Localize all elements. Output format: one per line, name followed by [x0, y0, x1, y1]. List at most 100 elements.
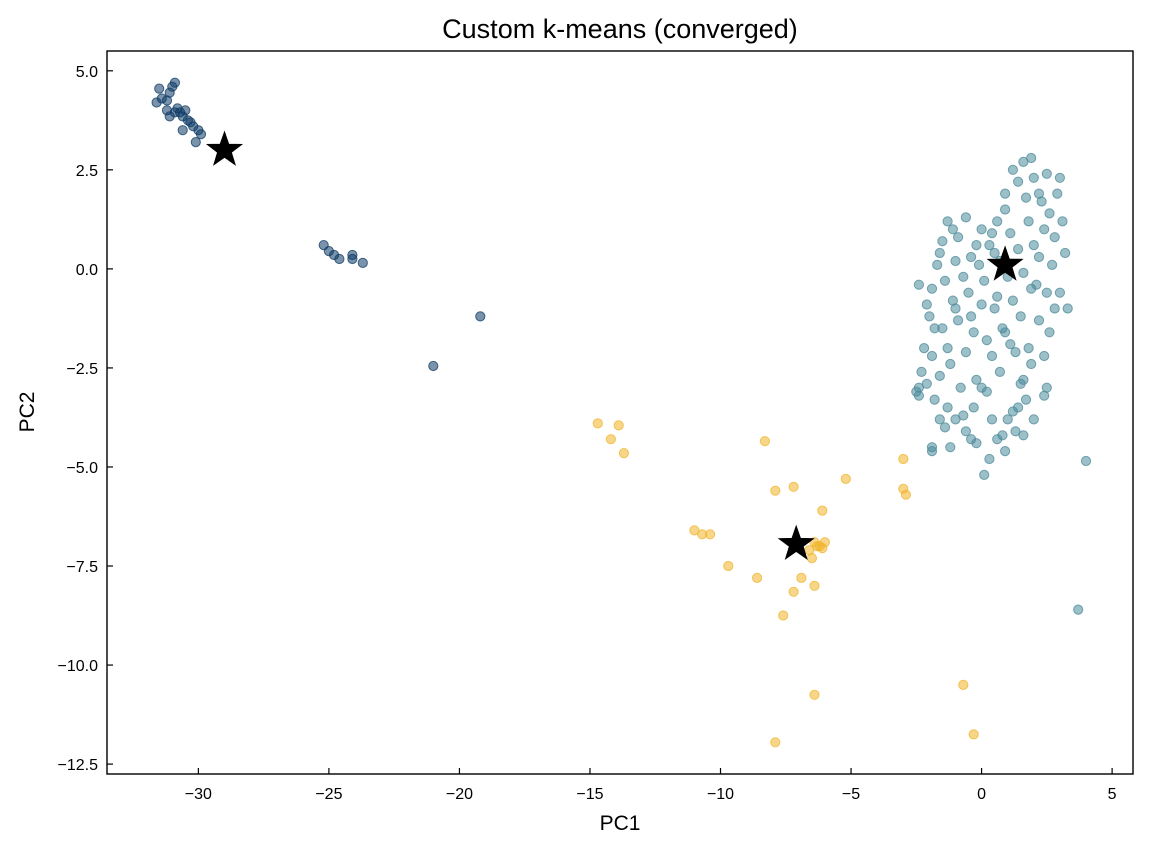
cluster-2-point — [911, 386, 922, 397]
cluster-2-point — [984, 240, 995, 251]
cluster-2-point — [934, 414, 945, 425]
y-axis: 5.0 2.5 0.0 −2.5 −5.0 −7.5 −10.0 −12.5 — [58, 64, 113, 774]
cluster-2-point — [942, 216, 953, 227]
cluster-1-point — [357, 257, 368, 268]
cluster-2-point — [1007, 406, 1019, 417]
cluster-2-point — [929, 394, 940, 405]
y-tick-label: −7.5 — [66, 559, 98, 576]
cluster-2-point — [1073, 604, 1084, 615]
cluster-2-point — [960, 347, 972, 358]
cluster-2-point — [947, 224, 959, 235]
cluster-3-point — [840, 473, 851, 484]
cluster-2-point — [1026, 358, 1037, 370]
cluster-2-point — [926, 283, 938, 294]
cluster-1-point — [475, 311, 486, 322]
cluster-3-point — [806, 553, 818, 564]
cluster-2-point — [942, 343, 953, 354]
cluster-2-point — [1018, 267, 1029, 278]
cluster-2-point — [1039, 224, 1050, 235]
cluster-2-point — [1005, 339, 1016, 350]
cluster-2-point — [1020, 192, 1032, 203]
cluster-2-point — [968, 327, 979, 338]
cluster-2-point — [919, 343, 930, 354]
cluster-2-point — [958, 271, 969, 282]
cluster-2-point — [1026, 152, 1037, 164]
cluster-2-point — [989, 303, 1000, 314]
cluster-2-point — [1039, 390, 1050, 401]
plot-frame — [106, 50, 1134, 775]
cluster-1-point — [195, 129, 207, 140]
cluster-2-point — [939, 275, 951, 286]
cluster-2-point — [945, 358, 956, 370]
cluster-2-point — [1041, 287, 1052, 298]
cluster-2-point — [1080, 455, 1092, 467]
y-tick-label: −2.5 — [66, 361, 98, 378]
cluster-2-point — [992, 291, 1003, 302]
cluster-2-point — [1062, 303, 1073, 314]
cluster-2-point — [1005, 228, 1016, 239]
cluster-2-point — [913, 279, 925, 290]
centroid-star-marker — [986, 245, 1024, 281]
cluster-2-point — [979, 469, 990, 480]
cluster-2-point — [934, 370, 945, 381]
cluster-2-point — [953, 315, 964, 326]
cluster-2-point — [934, 247, 945, 259]
cluster-2-point — [1023, 343, 1034, 354]
cluster-2-point — [997, 323, 1008, 334]
cluster-2-point — [1000, 446, 1011, 457]
cluster-2-point — [1041, 168, 1052, 179]
cluster-2-point — [945, 442, 956, 453]
cluster-2-point — [984, 453, 995, 465]
centroids-layer — [205, 130, 1024, 561]
cluster-1-point — [347, 249, 358, 261]
cluster-2-point — [976, 382, 987, 393]
cluster-3-point — [817, 505, 828, 516]
cluster-3-point — [788, 481, 799, 492]
cluster-2-point — [1013, 176, 1024, 187]
cluster-2-point — [973, 259, 985, 270]
cluster-2-point — [966, 251, 977, 263]
chart-title: Custom k-means (converged) — [442, 14, 798, 44]
cluster-2-point — [1000, 204, 1011, 215]
cluster-2-point — [1057, 216, 1068, 227]
cluster-3-point — [812, 541, 823, 552]
cluster-2-point — [1020, 394, 1032, 405]
cluster-3-point — [796, 572, 807, 584]
cluster-2-point — [989, 247, 1000, 259]
cluster-2-point — [921, 299, 932, 310]
cluster-2-point — [1015, 378, 1026, 389]
cluster-3-point — [752, 572, 763, 584]
cluster-1-point — [164, 87, 175, 98]
cluster-2-point — [1049, 303, 1060, 314]
cluster-2-point — [986, 414, 998, 425]
cluster-1-point — [334, 253, 345, 265]
cluster-2-point — [950, 255, 961, 267]
cluster-2-point — [1039, 350, 1050, 362]
cluster-2-point — [1031, 279, 1042, 290]
y-tick-label: −12.5 — [58, 757, 99, 774]
cluster-2-point — [1000, 188, 1011, 199]
cluster-2-point — [1052, 188, 1063, 199]
cluster-3-point — [788, 586, 799, 597]
cluster-2-point — [1060, 247, 1071, 259]
cluster-2-point — [966, 311, 977, 322]
cluster-2-point — [953, 232, 964, 243]
cluster-2-point — [992, 216, 1003, 227]
cluster-3-point — [809, 580, 820, 591]
cluster-2-point — [1002, 414, 1013, 425]
cluster-2-point — [932, 259, 943, 270]
cluster-2-point — [976, 299, 987, 310]
cluster-3-point — [592, 418, 603, 429]
centroid-star-marker — [777, 524, 815, 561]
cluster-1-point — [177, 125, 188, 136]
y-tick-label: 5.0 — [76, 64, 98, 81]
y-tick-label: 2.5 — [76, 163, 98, 180]
x-tick-label: −30 — [185, 786, 212, 803]
cluster-2-point — [963, 287, 974, 298]
y-tick-label: −10.0 — [58, 658, 99, 675]
cluster-3-point — [809, 689, 820, 700]
cluster-2-point — [924, 311, 935, 322]
cluster-3-point — [958, 679, 969, 691]
cluster-2-point — [1054, 172, 1066, 183]
cluster-2-point — [1028, 172, 1039, 183]
